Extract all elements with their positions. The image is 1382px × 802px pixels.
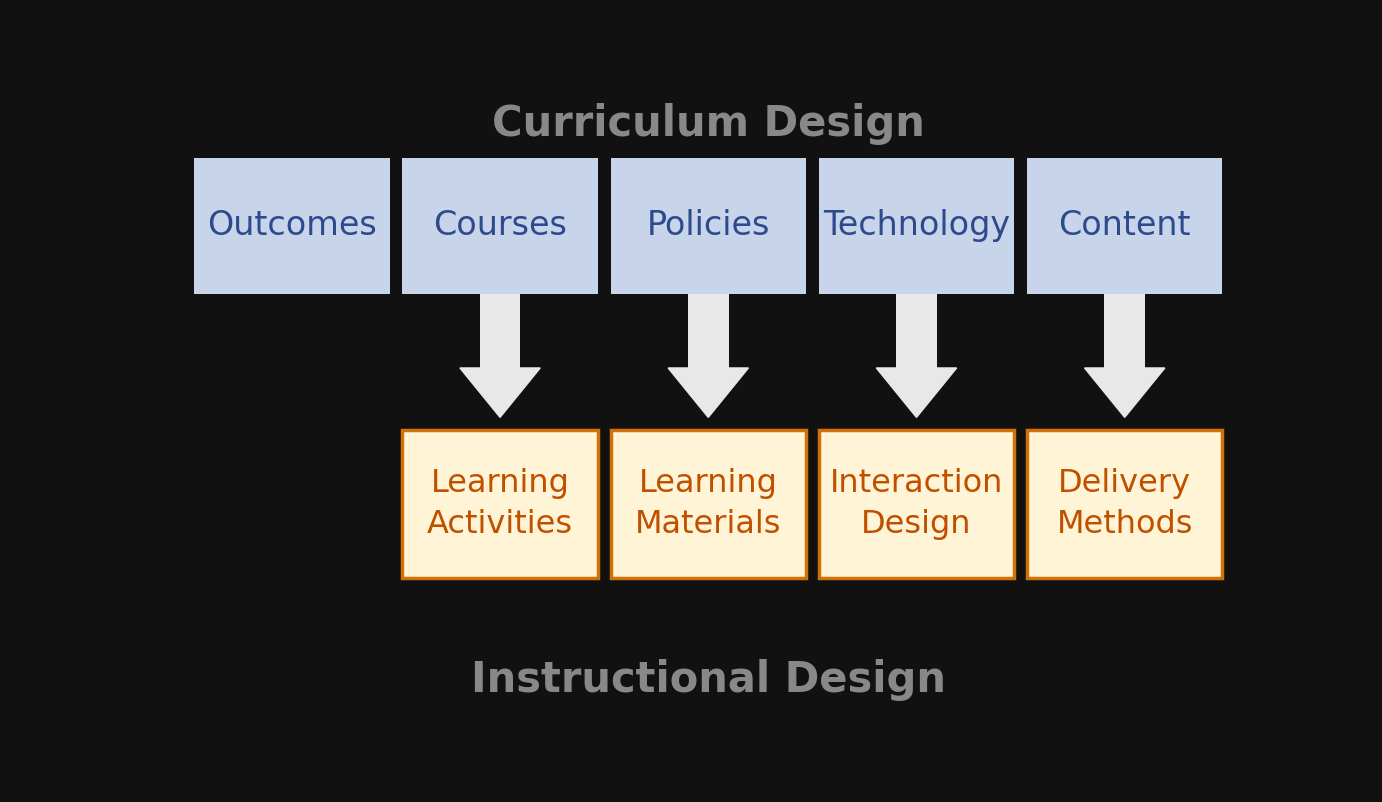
Text: Learning
Materials: Learning Materials: [634, 468, 782, 540]
FancyBboxPatch shape: [818, 430, 1014, 578]
FancyBboxPatch shape: [480, 294, 521, 368]
Text: Learning
Activities: Learning Activities: [427, 468, 574, 540]
Polygon shape: [1085, 368, 1165, 417]
Text: Technology: Technology: [822, 209, 1010, 242]
FancyBboxPatch shape: [1027, 158, 1222, 294]
Text: Content: Content: [1059, 209, 1191, 242]
Polygon shape: [668, 368, 749, 417]
FancyBboxPatch shape: [818, 158, 1014, 294]
Text: Courses: Courses: [433, 209, 567, 242]
Text: Curriculum Design: Curriculum Design: [492, 103, 925, 145]
Text: Interaction
Design: Interaction Design: [829, 468, 1003, 540]
Text: Delivery
Methods: Delivery Methods: [1056, 468, 1193, 540]
Polygon shape: [876, 368, 956, 417]
FancyBboxPatch shape: [1027, 430, 1222, 578]
Text: Instructional Design: Instructional Design: [471, 658, 945, 701]
FancyBboxPatch shape: [611, 430, 806, 578]
FancyBboxPatch shape: [402, 158, 598, 294]
Polygon shape: [460, 368, 540, 417]
Text: Outcomes: Outcomes: [207, 209, 377, 242]
FancyBboxPatch shape: [896, 294, 937, 368]
FancyBboxPatch shape: [193, 158, 390, 294]
FancyBboxPatch shape: [688, 294, 728, 368]
FancyBboxPatch shape: [611, 158, 806, 294]
FancyBboxPatch shape: [1104, 294, 1146, 368]
FancyBboxPatch shape: [402, 430, 598, 578]
Text: Policies: Policies: [647, 209, 770, 242]
